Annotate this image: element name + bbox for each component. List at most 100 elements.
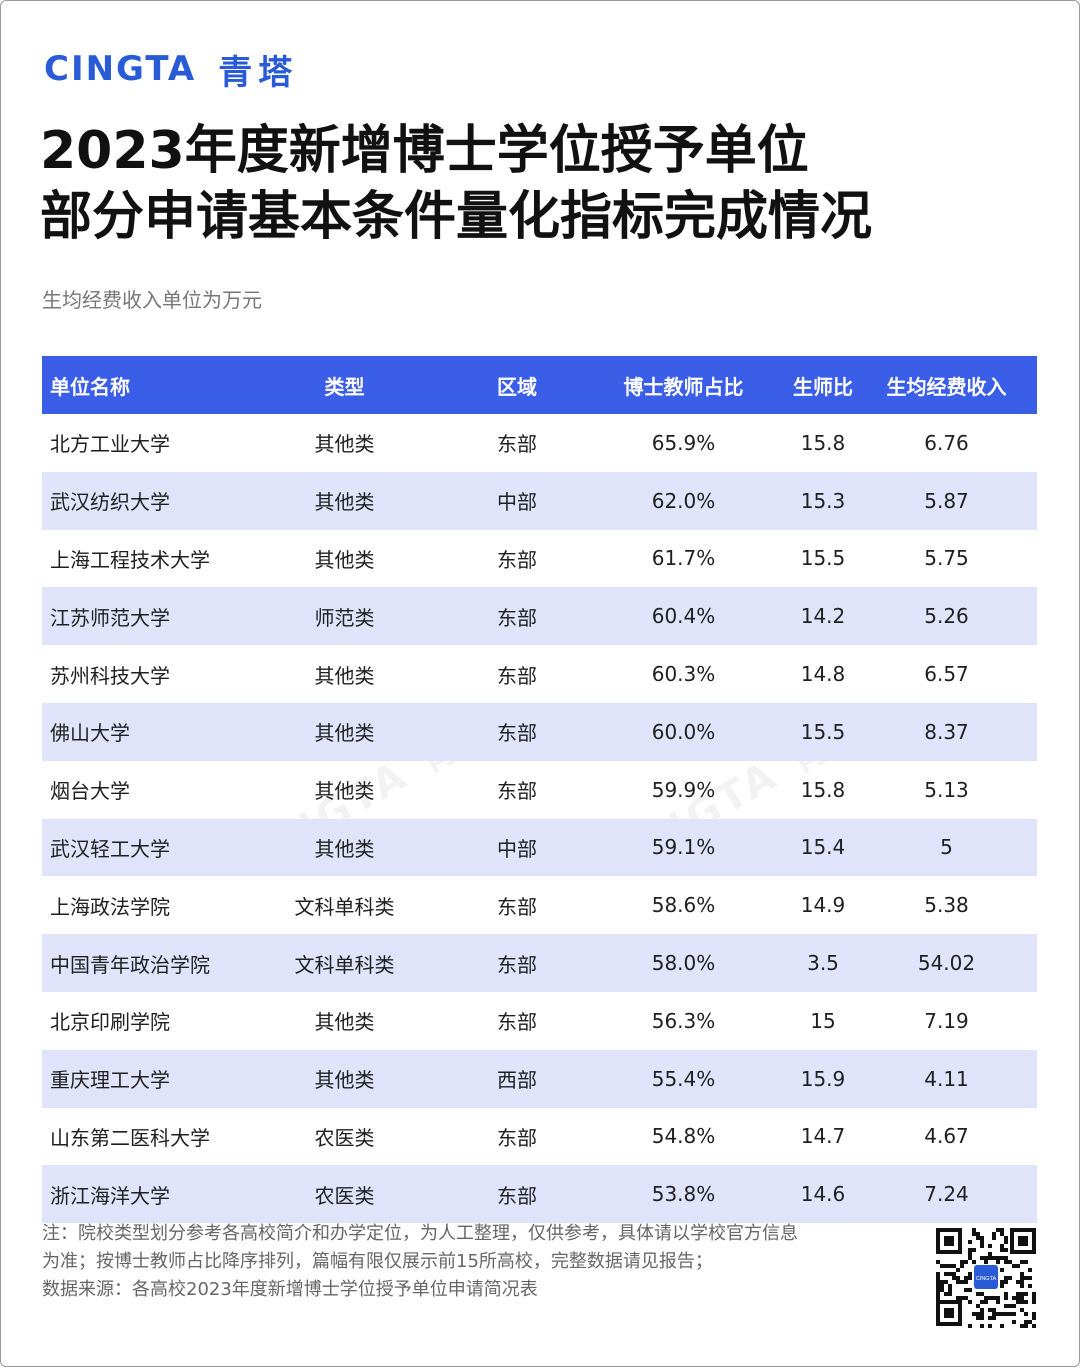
cell-phd-ratio: 60.4%: [577, 587, 790, 646]
data-table: 单位名称 类型 区域 博士教师占比 生师比 生均经费收入 北方工业大学 其他类 东部…: [42, 356, 1037, 1224]
table-row: 上海工程技术大学 其他类 东部 61.7% 15.5 5.75: [42, 530, 1037, 588]
page-title: 2023年度新增博士学位授予单位 部分申请基本条件量化指标完成情况: [40, 118, 1040, 250]
cell-unit-name: 浙江海洋大学: [42, 1165, 232, 1224]
cell-phd-ratio: 60.3%: [651, 662, 716, 687]
cell-phd-ratio: 54.8%: [651, 1124, 716, 1149]
cell-funding-per-student: 5.26: [856, 587, 1037, 646]
table-row: 浙江海洋大学 农医类 东部 53.8% 14.6 7.24: [42, 1165, 1037, 1224]
cell-type: 其他类: [232, 1049, 457, 1108]
cell-funding-per-student: 54.02: [856, 934, 1037, 992]
cell-region: 西部: [457, 1049, 577, 1108]
cell-region: 东部: [497, 1125, 537, 1150]
cell-student-teacher-ratio: 14.7: [800, 1124, 846, 1149]
cell-type: 农医类: [232, 1165, 457, 1224]
table-row: 佛山大学 其他类 东部 60.0% 15.5 8.37: [42, 702, 1037, 761]
qr-center-label: CINGTA: [976, 1276, 997, 1282]
table-row: 烟台大学 其他类 东部 59.9% 15.8 5.13: [42, 761, 1037, 819]
title-line-1: 2023年度新增博士学位授予单位: [40, 121, 809, 181]
table-row: 江苏师范大学 师范类 东部 60.4% 14.2 5.26: [42, 587, 1037, 646]
cell-student-teacher-ratio: 15: [810, 1008, 836, 1033]
cell-funding-per-student: 7.24: [856, 1165, 1037, 1224]
cell-phd-ratio: 58.6%: [651, 893, 716, 918]
cell-student-teacher-ratio: 15.5: [800, 546, 846, 571]
cell-unit-name: 苏州科技大学: [50, 663, 170, 688]
cell-funding-per-student: 4.11: [856, 1049, 1037, 1108]
table-row: 武汉轻工大学 其他类 中部 59.1% 15.4 5: [42, 818, 1037, 877]
title-line-2: 部分申请基本条件量化指标完成情况: [40, 187, 873, 247]
header-funding-per-student: 生均经费收入: [856, 356, 1037, 414]
cell-unit-name: 武汉纺织大学: [42, 471, 232, 530]
cell-student-teacher-ratio: 15.4: [790, 818, 856, 877]
cell-region: 东部: [457, 587, 577, 646]
cell-region: 中部: [457, 818, 577, 877]
cell-type: 其他类: [232, 818, 457, 877]
cell-student-teacher-ratio: 14.2: [790, 587, 856, 646]
header-type: 类型: [232, 356, 457, 414]
cell-region: 东部: [497, 894, 537, 919]
cell-phd-ratio: 65.9%: [651, 430, 716, 455]
cell-unit-name: 上海政法学院: [50, 894, 170, 919]
note-line-2: 为准；按博士教师占比降序排列，篇幅有限仅展示前15所高校，完整数据请见报告；: [42, 1251, 713, 1272]
table-row: 武汉纺织大学 其他类 中部 62.0% 15.3 5.87: [42, 471, 1037, 530]
cell-funding-per-student: 5.38: [924, 893, 969, 918]
brand-logo: CINGTA 青塔: [44, 44, 298, 94]
qr-code: CINGTA: [934, 1226, 1038, 1328]
table-row: 上海政法学院 文科单科类 东部 58.6% 14.9 5.38: [42, 876, 1037, 934]
cell-unit-name: 烟台大学: [50, 779, 130, 804]
cell-phd-ratio: 56.3%: [651, 1008, 716, 1033]
cell-student-teacher-ratio: 15.8: [800, 430, 846, 455]
cell-student-teacher-ratio: 15.9: [790, 1049, 856, 1108]
cell-unit-name: 重庆理工大学: [42, 1049, 232, 1108]
cell-type: 其他类: [314, 663, 375, 688]
cell-type: 文科单科类: [232, 934, 457, 992]
cell-region: 东部: [457, 1165, 577, 1224]
cell-region: 东部: [497, 547, 537, 572]
cell-funding-per-student: 5.75: [924, 546, 969, 571]
cell-phd-ratio: 59.1%: [577, 818, 790, 877]
cell-type: 其他类: [314, 779, 375, 804]
cell-student-teacher-ratio: 15.8: [800, 777, 846, 802]
cell-phd-ratio: 55.4%: [577, 1049, 790, 1108]
cell-funding-per-student: 8.37: [856, 702, 1037, 761]
cell-type: 其他类: [314, 1010, 375, 1035]
cell-type: 师范类: [232, 587, 457, 646]
cell-phd-ratio: 59.9%: [651, 777, 716, 802]
cell-unit-name: 武汉轻工大学: [42, 818, 232, 877]
cell-funding-per-student: 5.87: [856, 471, 1037, 530]
cell-unit-name: 江苏师范大学: [42, 587, 232, 646]
cell-region: 东部: [457, 702, 577, 761]
cell-unit-name: 北方工业大学: [50, 432, 170, 457]
table-row: 中国青年政治学院 文科单科类 东部 58.0% 3.5 54.02: [42, 934, 1037, 992]
subtitle: 生均经费收入单位为万元: [42, 288, 262, 312]
cell-unit-name: 山东第二医科大学: [50, 1125, 210, 1150]
cell-funding-per-student: 6.76: [924, 430, 969, 455]
cell-type: 其他类: [232, 702, 457, 761]
table-row: 山东第二医科大学 农医类 东部 54.8% 14.7 4.67: [42, 1108, 1037, 1166]
table-row: 北京印刷学院 其他类 东部 56.3% 15 7.19: [42, 992, 1037, 1050]
cell-phd-ratio: 60.0%: [577, 702, 790, 761]
cell-region: 东部: [457, 934, 577, 992]
cell-student-teacher-ratio: 14.6: [790, 1165, 856, 1224]
cell-student-teacher-ratio: 14.9: [800, 893, 846, 918]
cell-unit-name: 北京印刷学院: [50, 1010, 170, 1035]
header-phd-ratio: 博士教师占比: [577, 356, 790, 414]
footnotes: 注：院校类型划分参考各高校简介和办学定位，为人工整理，仅供参考，具体请以学校官方…: [42, 1220, 902, 1304]
cell-region: 东部: [497, 663, 537, 688]
table-row: 重庆理工大学 其他类 西部 55.4% 15.9 4.11: [42, 1049, 1037, 1108]
table-row: 苏州科技大学 其他类 东部 60.3% 14.8 6.57: [42, 645, 1037, 703]
header-region: 区域: [457, 356, 577, 414]
note-line-3: 数据来源：各高校2023年度新增博士学位授予单位申请简况表: [42, 1279, 538, 1300]
cell-student-teacher-ratio: 14.8: [800, 662, 846, 687]
cell-region: 东部: [497, 432, 537, 457]
cell-student-teacher-ratio: 15.3: [790, 471, 856, 530]
cell-region: 东部: [497, 779, 537, 804]
cell-unit-name: 佛山大学: [42, 702, 232, 761]
cell-phd-ratio: 53.8%: [577, 1165, 790, 1224]
cell-phd-ratio: 62.0%: [577, 471, 790, 530]
note-line-1: 注：院校类型划分参考各高校简介和办学定位，为人工整理，仅供参考，具体请以学校官方…: [42, 1223, 798, 1244]
cell-phd-ratio: 61.7%: [651, 546, 716, 571]
cell-type: 其他类: [314, 432, 375, 457]
brand-name-en: CINGTA: [44, 49, 197, 89]
cell-unit-name: 中国青年政治学院: [42, 934, 232, 992]
cell-funding-per-student: 5: [856, 818, 1037, 877]
